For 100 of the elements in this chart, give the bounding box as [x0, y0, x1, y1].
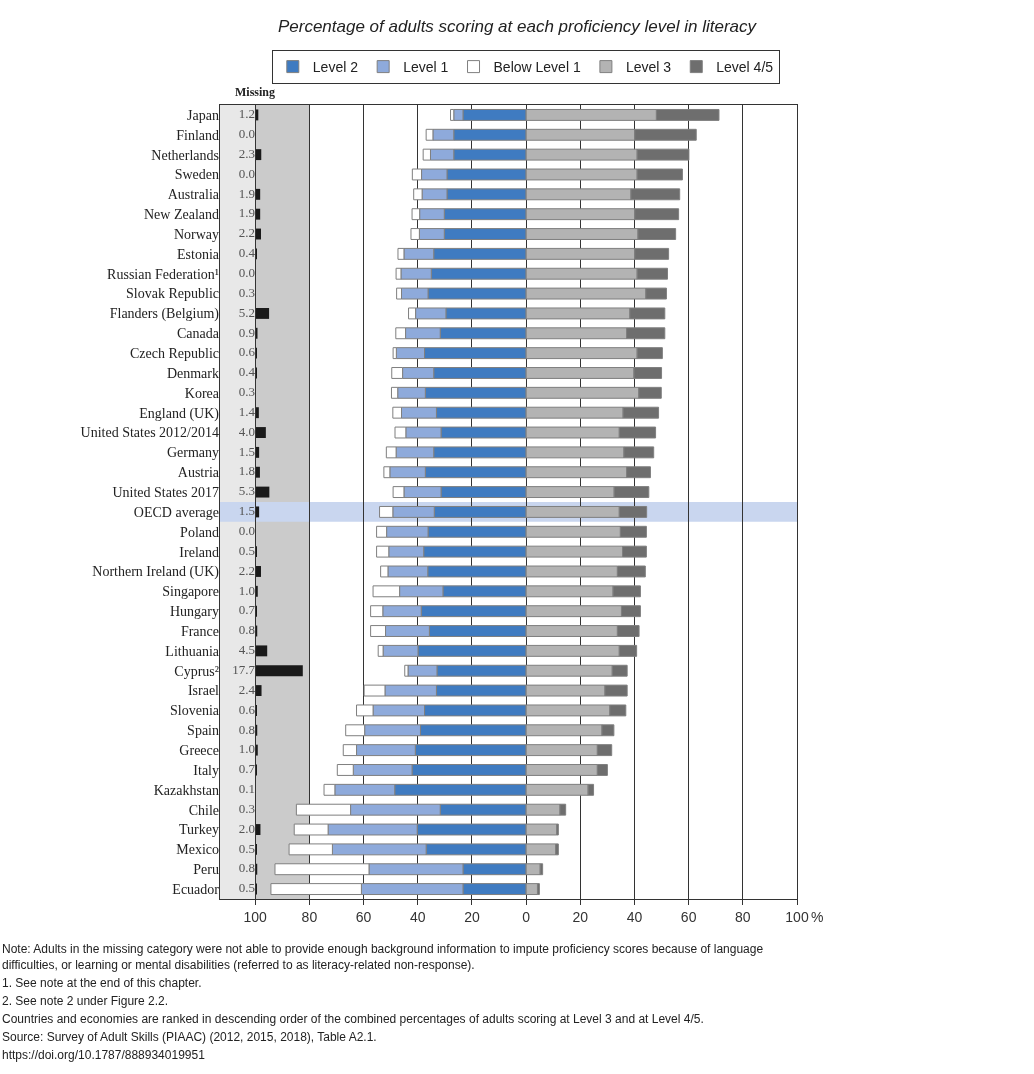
data-label: 1.5	[238, 503, 256, 519]
data-label: 0.1	[238, 781, 256, 797]
y-tick-label: New Zealand	[143, 207, 219, 223]
y-tick-label: United States 2012/2014	[80, 425, 219, 441]
data-label: 2.2	[238, 562, 256, 578]
data-label: 1.4	[238, 403, 256, 419]
data-label: 1.0	[238, 741, 256, 757]
x-tick-label: 60	[680, 908, 697, 925]
y-tick-label: Singapore	[162, 584, 219, 600]
data-label: 0.0	[238, 126, 256, 142]
data-label: 4.0	[238, 423, 256, 439]
y-tick-label: United States 2017	[112, 484, 219, 500]
data-label: 4.5	[238, 642, 256, 658]
x-tick-label: 0	[522, 908, 531, 925]
data-label: 2.2	[238, 225, 256, 241]
data-label: 0.8	[238, 622, 256, 638]
data-label: 1.2	[238, 106, 256, 122]
data-label: 0.9	[238, 324, 256, 340]
data-label: 0.5	[238, 880, 256, 896]
x-tick-label: 100	[243, 908, 268, 925]
data-label: 17.7	[232, 661, 256, 677]
x-tick-label: 20	[464, 908, 480, 925]
y-tick-label: Ireland	[179, 544, 219, 560]
data-label: 0.0	[238, 165, 256, 181]
data-label: 0.0	[238, 264, 256, 280]
x-tick-label: 80	[301, 908, 318, 925]
chart-title: Missing	[235, 85, 276, 99]
data-label: 1.5	[238, 443, 256, 459]
y-tick-label: Finland	[176, 127, 219, 143]
y-tick-label: Estonia	[177, 246, 220, 262]
legend-label: Level 2	[312, 59, 359, 76]
data-label: 0.3	[238, 284, 256, 300]
y-tick-label: Austria	[177, 465, 220, 481]
x-tick-label: 40	[409, 908, 426, 925]
y-tick-label: Netherlands	[151, 147, 219, 163]
y-tick-label: Spain	[187, 723, 219, 739]
data-label: 0.7	[238, 602, 256, 618]
y-tick-label: Norway	[173, 226, 219, 242]
y-tick-label: Peru	[193, 862, 219, 878]
legend-label: Below Level 1	[493, 59, 581, 76]
x-tick-label: 100	[785, 908, 809, 925]
data-label: 0.4	[238, 245, 256, 261]
y-tick-label: France	[180, 623, 219, 639]
text: 2. See note 2 under Figure 2.2.	[2, 994, 169, 1008]
data-label: 0.5	[238, 840, 256, 856]
data-label: 1.9	[238, 185, 256, 201]
x-tick-label: 20	[572, 908, 589, 925]
data-label: 5.3	[238, 483, 256, 499]
y-tick-label: Turkey	[179, 822, 219, 838]
y-tick-label: Denmark	[166, 365, 219, 381]
y-tick-label: Northern Ireland (UK)	[92, 564, 220, 581]
data-label: 2.0	[238, 820, 256, 836]
x-axis-title: %	[811, 909, 824, 925]
text: https://doi.org/10.1787/888934019951	[2, 1048, 206, 1062]
y-tick-label: Russian Federation¹	[107, 266, 219, 282]
data-label: 0.6	[238, 701, 256, 717]
data-label: 1.9	[238, 205, 256, 221]
y-tick-label: Canada	[177, 326, 220, 342]
y-tick-label: Japan	[187, 107, 219, 123]
y-tick-label: Hungary	[170, 604, 219, 620]
y-tick-label: Kazakhstan	[153, 782, 219, 798]
data-label: 0.5	[238, 542, 256, 558]
y-tick-label: Israel	[187, 683, 220, 699]
data-label: 0.6	[238, 344, 256, 360]
legend-label: Level 4/5	[716, 59, 774, 76]
y-tick-label: Mexico	[176, 842, 219, 858]
data-label: 1.8	[238, 463, 256, 479]
data-label: 0.3	[238, 800, 256, 816]
data-label: 1.0	[238, 582, 256, 598]
text: 1. See note at the end of this chapter.	[2, 976, 202, 990]
y-tick-label: Korea	[184, 385, 220, 401]
y-tick-label: Slovak Republic	[126, 286, 219, 302]
y-tick-label: Lithuania	[165, 643, 220, 659]
source-note: Source: Survey of Adult Skills (PIAAC) (2012, 2015, 2018), Table A2.1.	[2, 1030, 377, 1044]
y-tick-label: Cyprus²	[174, 663, 219, 679]
data-label: 2.3	[238, 145, 256, 161]
text: Note: Adults in the missing category were not able to provide enough background information to impute proficiency scores because of language difficulties, or learning or mental disabilities (referred to as literacy-related non-response).	[2, 942, 764, 972]
x-tick-label: 80	[735, 908, 751, 925]
data-label: 0.3	[238, 384, 256, 400]
x-tick-label: 60	[355, 908, 372, 925]
data-label: 0.7	[238, 761, 256, 777]
y-tick-label: England (UK)	[139, 405, 220, 422]
legend-label: Level 3	[625, 59, 672, 76]
data-label: 0.4	[238, 364, 256, 380]
data-label: 0.8	[238, 860, 256, 876]
y-tick-label: Chile	[188, 802, 219, 818]
data-label: 5.2	[238, 304, 256, 320]
y-tick-label: Slovenia	[170, 703, 220, 719]
data-label: 0.8	[238, 721, 256, 737]
y-tick-label: Italy	[193, 762, 219, 778]
y-tick-label: Poland	[180, 524, 219, 540]
y-tick-label: Australia	[167, 187, 220, 203]
data-label: 2.4	[238, 681, 256, 697]
y-tick-label: Sweden	[174, 167, 219, 183]
y-tick-label: OECD average	[133, 504, 219, 520]
y-tick-label: Germany	[166, 445, 219, 461]
y-tick-label: Flanders (Belgium)	[109, 306, 220, 323]
y-tick-label: Greece	[179, 743, 219, 759]
text: Countries and economies are ranked in descending order of the combined percentages of adults scoring at Level 3 and at Level 4/5.	[2, 1012, 704, 1026]
y-tick-label: Ecuador	[172, 881, 220, 897]
